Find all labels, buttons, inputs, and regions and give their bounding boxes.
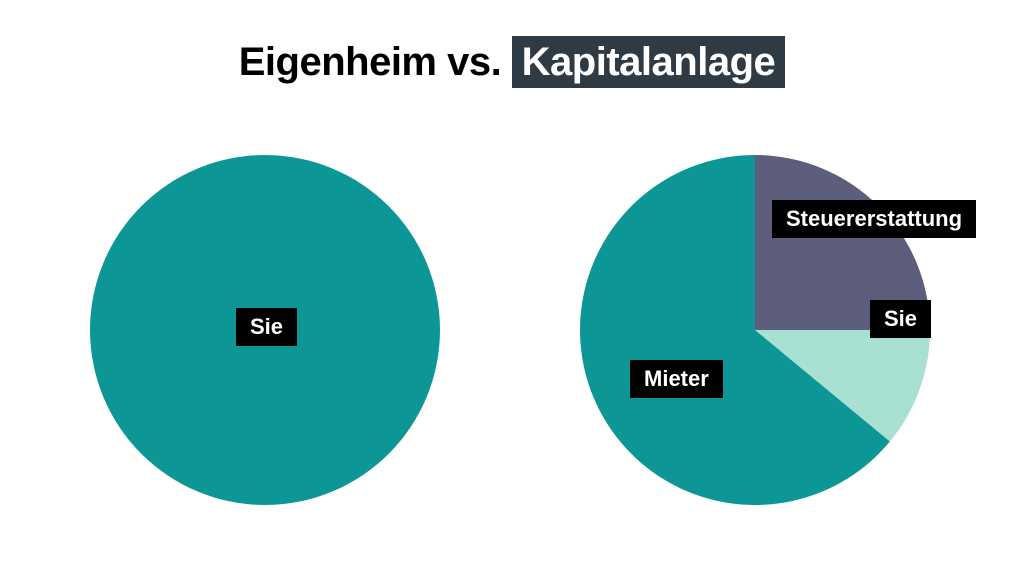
slice-label: Sie [870, 300, 931, 338]
slice-label: Sie [236, 308, 297, 346]
slice-label: Steuererstattung [772, 200, 976, 238]
title-plain: Eigenheim vs. [239, 38, 501, 86]
title-boxed: Kapitalanlage [512, 36, 786, 88]
charts-area: Sie Steuererstattung Sie Mieter [0, 88, 1024, 558]
title: Eigenheim vs. Kapitalanlage [0, 0, 1024, 88]
slice-label: Mieter [630, 360, 723, 398]
